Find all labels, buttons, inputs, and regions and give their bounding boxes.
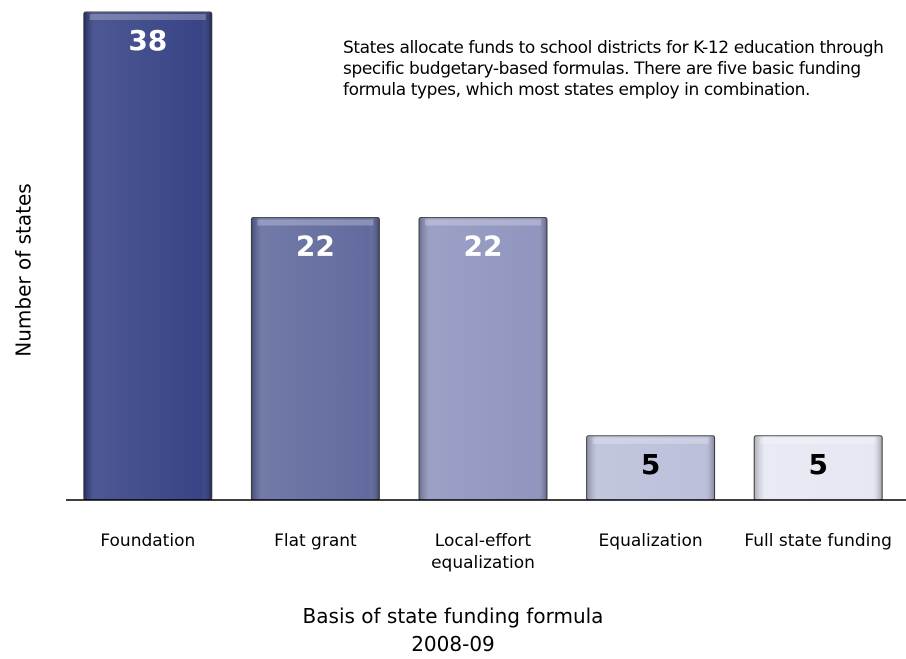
subtitle: 2008-09 [411, 632, 495, 656]
y-axis-label: Number of states [12, 183, 36, 356]
bar-bevel-top [425, 219, 541, 226]
bar-bevel-top [592, 437, 709, 444]
bar-bevel-top [89, 14, 206, 20]
value-label: 38 [128, 24, 167, 57]
x-axis-label: Basis of state funding formula [302, 604, 604, 628]
bar-bevel [754, 435, 883, 500]
value-label: 5 [641, 448, 660, 481]
bar-bevel [586, 435, 715, 500]
bar-bevel-top [760, 437, 877, 444]
x-tick-label: Local-effort equalization [431, 531, 535, 573]
bar-bevel [83, 12, 212, 500]
value-label: 22 [464, 229, 503, 262]
x-tick-label: Foundation [100, 531, 196, 551]
bar-bevel [419, 217, 547, 500]
value-label: 5 [808, 448, 827, 481]
x-tick-label: Equalization [598, 531, 703, 551]
bar-bevel-top [257, 219, 374, 226]
annotation: States allocate funds to school district… [343, 38, 884, 100]
x-tick-label: Full state funding [744, 531, 892, 551]
bar-bevel [251, 217, 380, 500]
value-label: 22 [296, 229, 335, 262]
x-tick-label: Flat grant [274, 531, 357, 551]
